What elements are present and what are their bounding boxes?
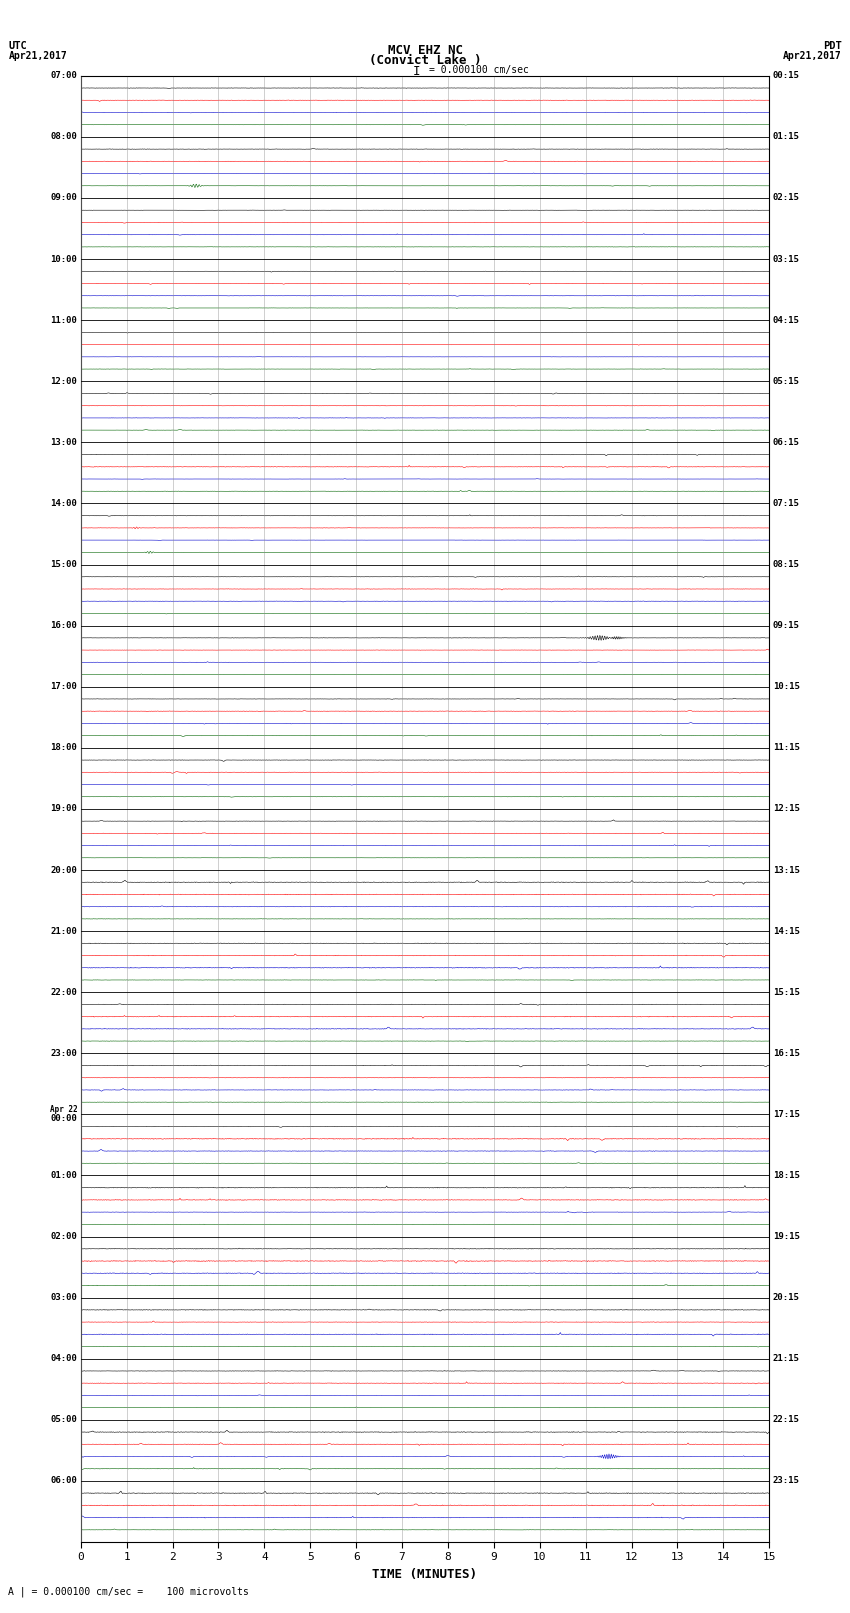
Text: 13:00: 13:00 — [50, 437, 77, 447]
Text: 01:00: 01:00 — [50, 1171, 77, 1181]
Text: 07:00: 07:00 — [50, 71, 77, 81]
Text: 15:15: 15:15 — [773, 987, 800, 997]
Text: Apr21,2017: Apr21,2017 — [8, 50, 67, 61]
X-axis label: TIME (MINUTES): TIME (MINUTES) — [372, 1568, 478, 1581]
Text: 17:15: 17:15 — [773, 1110, 800, 1119]
Text: 15:00: 15:00 — [50, 560, 77, 569]
Text: 20:00: 20:00 — [50, 866, 77, 874]
Text: 05:15: 05:15 — [773, 377, 800, 386]
Text: 05:00: 05:00 — [50, 1415, 77, 1424]
Text: 11:15: 11:15 — [773, 744, 800, 752]
Text: 08:15: 08:15 — [773, 560, 800, 569]
Text: 06:00: 06:00 — [50, 1476, 77, 1486]
Text: 08:00: 08:00 — [50, 132, 77, 142]
Text: 12:15: 12:15 — [773, 805, 800, 813]
Text: 14:15: 14:15 — [773, 926, 800, 936]
Text: 06:15: 06:15 — [773, 437, 800, 447]
Text: 10:00: 10:00 — [50, 255, 77, 263]
Text: 00:00: 00:00 — [50, 1115, 77, 1123]
Text: 21:15: 21:15 — [773, 1355, 800, 1363]
Text: 13:15: 13:15 — [773, 866, 800, 874]
Text: 03:15: 03:15 — [773, 255, 800, 263]
Text: 16:15: 16:15 — [773, 1048, 800, 1058]
Text: 22:15: 22:15 — [773, 1415, 800, 1424]
Text: 20:15: 20:15 — [773, 1294, 800, 1302]
Text: Apr 22: Apr 22 — [49, 1105, 77, 1115]
Text: 07:15: 07:15 — [773, 498, 800, 508]
Text: 12:00: 12:00 — [50, 377, 77, 386]
Text: 10:15: 10:15 — [773, 682, 800, 692]
Text: 18:15: 18:15 — [773, 1171, 800, 1181]
Text: 22:00: 22:00 — [50, 987, 77, 997]
Text: 04:00: 04:00 — [50, 1355, 77, 1363]
Text: UTC: UTC — [8, 40, 27, 52]
Text: 02:15: 02:15 — [773, 194, 800, 203]
Text: 04:15: 04:15 — [773, 316, 800, 324]
Text: 18:00: 18:00 — [50, 744, 77, 752]
Text: Apr21,2017: Apr21,2017 — [783, 50, 842, 61]
Text: 17:00: 17:00 — [50, 682, 77, 692]
Text: I: I — [413, 65, 420, 77]
Text: 19:15: 19:15 — [773, 1232, 800, 1240]
Text: 16:00: 16:00 — [50, 621, 77, 631]
Text: PDT: PDT — [823, 40, 842, 52]
Text: 19:00: 19:00 — [50, 805, 77, 813]
Text: 23:00: 23:00 — [50, 1048, 77, 1058]
Text: = 0.000100 cm/sec: = 0.000100 cm/sec — [429, 65, 529, 74]
Text: (Convict Lake ): (Convict Lake ) — [369, 53, 481, 68]
Text: 11:00: 11:00 — [50, 316, 77, 324]
Text: MCV EHZ NC: MCV EHZ NC — [388, 44, 462, 58]
Text: 02:00: 02:00 — [50, 1232, 77, 1240]
Text: 01:15: 01:15 — [773, 132, 800, 142]
Text: 03:00: 03:00 — [50, 1294, 77, 1302]
Text: 14:00: 14:00 — [50, 498, 77, 508]
Text: 23:15: 23:15 — [773, 1476, 800, 1486]
Text: 09:15: 09:15 — [773, 621, 800, 631]
Text: A | = 0.000100 cm/sec =    100 microvolts: A | = 0.000100 cm/sec = 100 microvolts — [8, 1586, 249, 1597]
Text: 00:15: 00:15 — [773, 71, 800, 81]
Text: 21:00: 21:00 — [50, 926, 77, 936]
Text: 09:00: 09:00 — [50, 194, 77, 203]
